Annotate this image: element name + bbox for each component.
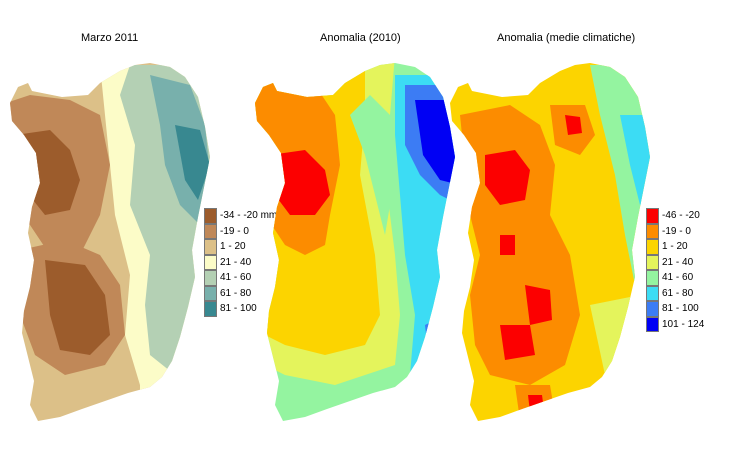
map2-class-41-60-east <box>350 95 395 235</box>
legend-swatch <box>204 285 217 301</box>
legend-precip-item: 21 - 40 <box>204 254 277 270</box>
map3-class-46-20-ne <box>565 115 582 135</box>
legend-precipitation: -34 - -20 mm -19 - 0 1 - 20 21 - 40 41 -… <box>204 208 277 317</box>
legend-anomaly: -46 - -20 -19 - 0 1 - 20 21 - 40 41 - 60… <box>646 208 704 332</box>
legend-label: 81 - 100 <box>662 303 699 315</box>
legend-anom-item: 101 - 124 <box>646 316 705 332</box>
legend-label: 21 - 40 <box>662 256 694 268</box>
map3-class-46-20-c <box>525 285 552 325</box>
legend-label: -34 - -20 mm <box>220 210 278 222</box>
legend-label: -19 - 0 <box>662 225 691 237</box>
legend-swatch <box>204 301 217 317</box>
legend-anom-item: 41 - 60 <box>646 270 704 286</box>
legend-anom-item: 21 - 40 <box>646 254 704 270</box>
legend-swatch <box>204 270 217 286</box>
legend-label: 41 - 60 <box>220 272 252 284</box>
legend-swatch <box>646 239 659 255</box>
legend-precip-item: -34 - -20 mm <box>204 208 277 224</box>
legend-swatch <box>204 239 217 255</box>
legend-label: 61 - 80 <box>662 287 694 299</box>
legend-swatch <box>646 301 659 317</box>
legend-swatch <box>646 254 659 270</box>
legend-label: -19 - 0 <box>220 225 249 237</box>
legend-label: -46 - -20 <box>662 210 700 222</box>
map3-class-46-20-nw <box>485 150 530 205</box>
panel-title-anomaly-2010: Anomalia (2010) <box>320 32 401 44</box>
panel-title-march-2011: Marzo 2011 <box>81 32 139 44</box>
legend-label: 101 - 124 <box>662 318 705 330</box>
legend-label: 1 - 20 <box>662 241 688 253</box>
legend-swatch <box>646 316 659 332</box>
map2-class-46-20 <box>270 150 330 215</box>
legend-label: 61 - 80 <box>220 287 252 299</box>
legend-label: 41 - 60 <box>662 272 694 284</box>
map-precipitation-march-2011 <box>10 63 210 421</box>
map-anomaly-climate <box>450 63 650 421</box>
legend-swatch <box>204 208 217 224</box>
map3-class-46-20-w <box>500 235 515 255</box>
legend-precip-item: -19 - 0 <box>204 223 277 239</box>
legend-anom-item: -46 - -20 <box>646 208 704 224</box>
legend-anom-item: -19 - 0 <box>646 223 704 239</box>
legend-precip-item: 1 - 20 <box>204 239 277 255</box>
map3-class-46-20-s <box>528 395 544 412</box>
legend-label: 21 - 40 <box>220 256 252 268</box>
legend-precip-item: 61 - 80 <box>204 285 277 301</box>
legend-swatch <box>204 254 217 270</box>
legend-swatch <box>646 270 659 286</box>
legend-swatch <box>646 285 659 301</box>
legend-precip-item: 41 - 60 <box>204 270 277 286</box>
legend-anom-item: 1 - 20 <box>646 239 704 255</box>
map3-class-46-20-sw <box>500 325 535 360</box>
legend-precip-item: 81 - 100 <box>204 301 277 317</box>
legend-swatch <box>646 223 659 239</box>
legend-swatch <box>646 208 659 224</box>
map1-class-81-100 <box>175 125 210 200</box>
map1-class-34-20-south <box>45 260 110 355</box>
map-anomaly-2010 <box>255 63 455 421</box>
legend-anom-item: 61 - 80 <box>646 285 704 301</box>
panel-title-anomaly-climate: Anomalia (medie climatiche) <box>497 32 636 44</box>
legend-anom-item: 81 - 100 <box>646 301 704 317</box>
legend-label: 81 - 100 <box>220 303 257 315</box>
legend-label: 1 - 20 <box>220 241 246 253</box>
legend-swatch <box>204 223 217 239</box>
